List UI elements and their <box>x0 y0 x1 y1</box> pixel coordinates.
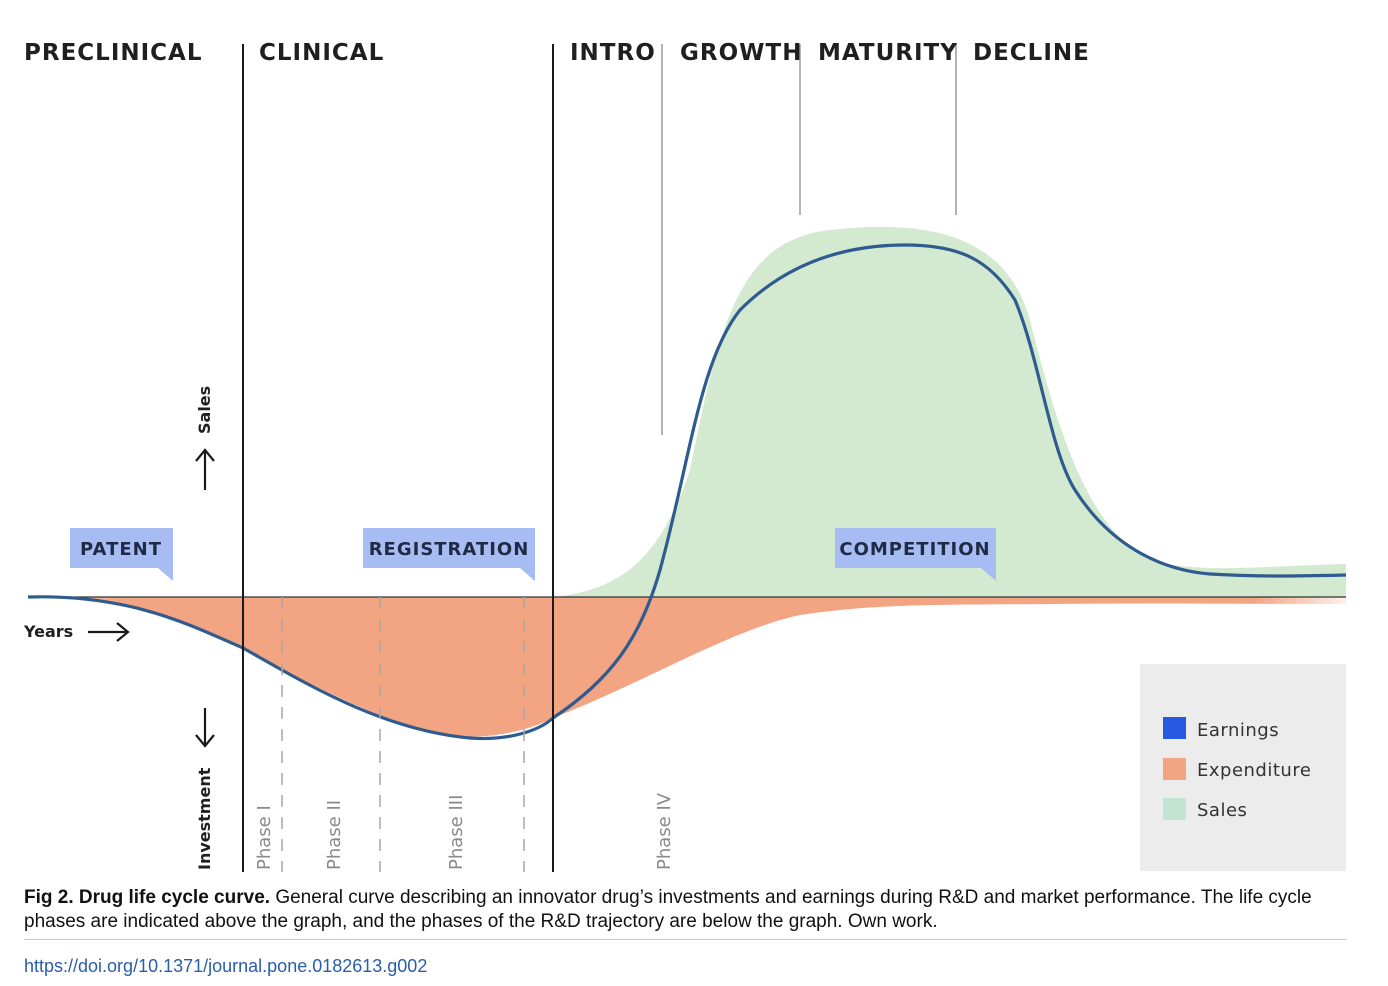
stage-growth: GROWTH <box>680 40 802 66</box>
arrow-down-icon <box>195 708 215 748</box>
axis-label-years: Years <box>23 622 73 641</box>
figure-caption: Fig 2. Drug life cycle curve. General cu… <box>24 886 1344 934</box>
arrow-right-icon <box>88 622 130 642</box>
legend-swatch-expenditure <box>1163 758 1186 780</box>
caption-text: General curve describing an innovator dr… <box>24 887 1312 932</box>
legend-swatch-earnings <box>1163 717 1186 739</box>
axis-label-sales: Sales <box>195 386 214 434</box>
arrow-up-icon <box>195 448 215 490</box>
tag-registration-label: REGISTRATION <box>369 539 530 560</box>
sales-area <box>553 226 1346 598</box>
legend-label-expenditure: Expenditure <box>1197 760 1311 781</box>
stage-intro: INTRO <box>570 40 656 66</box>
tag-competition: COMPETITION <box>835 528 996 581</box>
tag-competition-label: COMPETITION <box>839 539 990 560</box>
axis-label-investment: Investment <box>195 767 214 870</box>
stage-decline: DECLINE <box>973 40 1090 66</box>
drug-life-cycle-figure: PRECLINICAL CLINICAL INTRO GROWTH MATURI… <box>23 40 1347 872</box>
phase-label-2: Phase II <box>324 800 345 870</box>
phase-label-3: Phase III <box>446 795 467 870</box>
earnings-curve <box>27 243 1347 741</box>
tag-patent: PATENT <box>70 528 173 581</box>
stage-clinical: CLINICAL <box>259 40 384 66</box>
stage-maturity: MATURITY <box>818 40 958 66</box>
caption-divider <box>24 939 1346 940</box>
legend-swatch-sales <box>1163 798 1186 820</box>
legend: Earnings Expenditure Sales <box>1140 664 1346 871</box>
legend-label-earnings: Earnings <box>1197 720 1279 741</box>
phase-label-4: Phase IV <box>654 792 675 870</box>
expenditure-area <box>28 596 1346 737</box>
caption-title: Fig 2. Drug life cycle curve. <box>24 887 271 908</box>
doi-link[interactable]: https://doi.org/10.1371/journal.pone.018… <box>24 956 428 976</box>
phase-label-1: Phase I <box>254 805 275 870</box>
stage-preclinical: PRECLINICAL <box>24 40 203 66</box>
tag-patent-label: PATENT <box>80 539 162 560</box>
legend-label-sales: Sales <box>1197 800 1247 821</box>
tag-registration: REGISTRATION <box>363 528 535 581</box>
